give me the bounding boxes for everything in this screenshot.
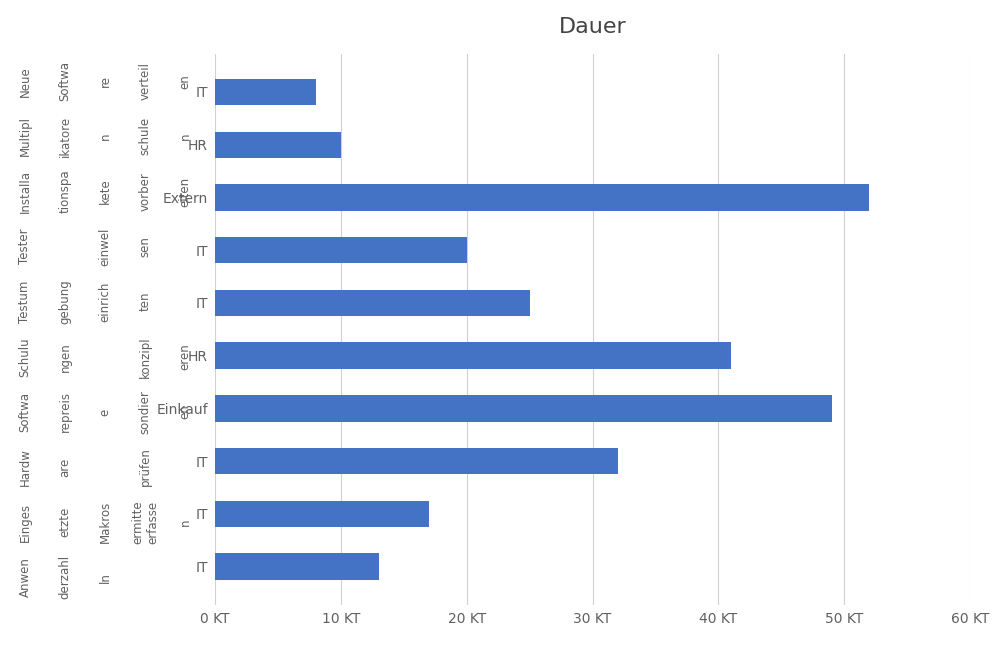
Text: Anwen: Anwen <box>18 557 32 597</box>
Text: ten: ten <box>138 292 152 312</box>
Text: eiten: eiten <box>178 177 191 206</box>
Bar <box>215 343 731 369</box>
Text: gebung: gebung <box>58 280 72 324</box>
Title: Dauer: Dauer <box>559 17 626 37</box>
Text: Multipl: Multipl <box>18 116 32 157</box>
Text: Softwa: Softwa <box>18 392 32 432</box>
Text: schule: schule <box>138 118 152 155</box>
Text: Hardw: Hardw <box>18 448 32 486</box>
Text: en: en <box>178 74 191 89</box>
Text: eren: eren <box>178 343 191 370</box>
Bar <box>215 290 530 316</box>
Text: re: re <box>98 75 111 87</box>
Text: are: are <box>58 458 72 476</box>
Bar <box>215 79 316 106</box>
Text: Softwa: Softwa <box>58 61 72 101</box>
Text: Tester: Tester <box>18 228 32 265</box>
Text: en: en <box>178 405 191 419</box>
Text: tionspa: tionspa <box>58 170 72 213</box>
Text: derzahl: derzahl <box>58 555 72 599</box>
Bar <box>215 553 379 580</box>
Text: verteil: verteil <box>138 62 152 100</box>
Text: e: e <box>98 409 111 415</box>
Text: Einges: Einges <box>18 503 32 542</box>
Text: Installa: Installa <box>18 170 32 213</box>
Bar <box>215 237 467 263</box>
Text: konzipl: konzipl <box>138 336 152 378</box>
Text: ln: ln <box>98 572 111 583</box>
Text: sen: sen <box>138 236 152 257</box>
Bar <box>215 184 869 210</box>
Text: Schulu: Schulu <box>18 337 32 376</box>
Text: n: n <box>178 132 191 140</box>
Text: Makros: Makros <box>98 501 111 543</box>
Text: kete: kete <box>98 179 111 204</box>
Bar <box>215 395 832 421</box>
Text: einwel: einwel <box>98 227 111 266</box>
Text: ermitte
erfasse: ermitte erfasse <box>131 501 159 544</box>
Bar <box>215 501 429 527</box>
Text: Neue: Neue <box>18 66 32 97</box>
Text: vorber: vorber <box>138 172 152 211</box>
Text: sondier: sondier <box>138 390 152 434</box>
Text: n: n <box>98 132 111 140</box>
Bar <box>215 448 618 474</box>
Text: repreis: repreis <box>58 391 72 433</box>
Text: n: n <box>178 518 191 526</box>
Bar <box>215 132 341 158</box>
Text: einrich: einrich <box>98 282 111 322</box>
Text: ikatore: ikatore <box>58 116 72 157</box>
Text: prüfen: prüfen <box>138 448 152 487</box>
Text: ngen: ngen <box>58 342 72 372</box>
Text: etzte: etzte <box>58 507 72 538</box>
Text: Testum: Testum <box>18 280 32 323</box>
